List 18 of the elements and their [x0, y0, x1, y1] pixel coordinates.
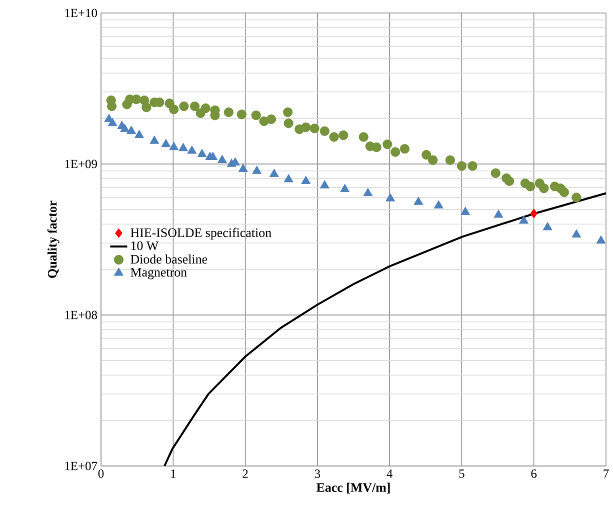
x-tick-label: 3 — [314, 470, 320, 478]
x-tick-label: 7 — [604, 470, 609, 478]
x-tick-label: 5 — [459, 470, 464, 478]
x-tick-label: 6 — [531, 470, 537, 478]
x-tick-label: 4 — [386, 470, 392, 478]
legend-label: 10 W — [131, 241, 159, 250]
y-tick-label: 1E+07 — [65, 462, 98, 470]
y-tick-label: 1E+08 — [65, 310, 98, 320]
x-tick-label: 1 — [171, 470, 176, 478]
legend-label: Magnetron — [130, 268, 187, 280]
legend-label: Diode baseline — [130, 254, 208, 264]
x-tick-label: 2 — [242, 470, 248, 478]
x-axis-title: Eacc [MV/m] — [316, 482, 390, 494]
x-tick-label: 0 — [98, 470, 104, 478]
legend-label: HIE-ISOLDE specification — [130, 228, 272, 240]
y-axis-title: Quality factor — [47, 200, 60, 278]
y-tick-label: 1E+10 — [65, 8, 98, 18]
y-tick-label: 1E+09 — [65, 160, 97, 168]
